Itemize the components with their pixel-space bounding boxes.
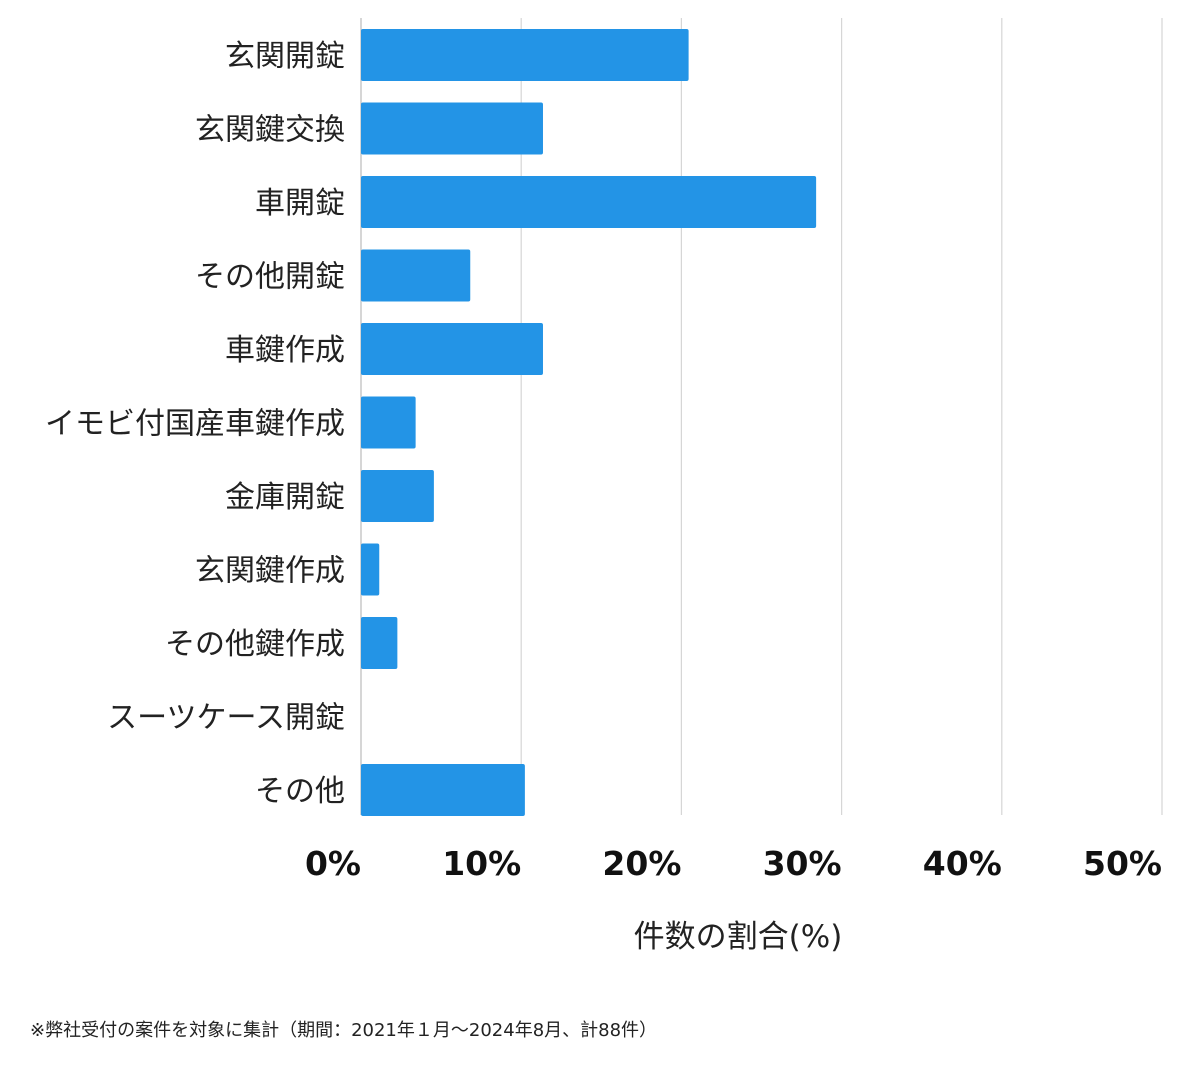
footnote: ※弊社受付の案件を対象に集計（期間：2021年１月〜2024年8月、計88件） [30, 1020, 658, 1041]
bar [361, 323, 543, 375]
bar [361, 764, 525, 816]
category-label: その他鍵作成 [165, 627, 345, 662]
bar [361, 249, 471, 302]
x-tick-label: 30% [763, 844, 842, 883]
x-tick-label: 20% [602, 844, 681, 883]
bar [361, 543, 380, 596]
x-tick-label: 10% [442, 844, 521, 883]
category-label: その他開錠 [195, 260, 345, 295]
bar [361, 470, 434, 522]
x-axis-title: 件数の割合(%) [634, 919, 843, 955]
category-label: 車開錠 [255, 186, 345, 221]
category-label: その他 [255, 774, 345, 809]
bar [361, 102, 543, 155]
bar [361, 396, 416, 449]
category-label: スーツケース開錠 [107, 701, 345, 736]
bar [361, 617, 398, 669]
x-tick-label: 0% [305, 844, 361, 883]
bar-chart: 0% 10% 20% 30% 40% 50% 玄関開錠玄関鍵交換車開錠その他開錠車鍵作成イモ… [45, 18, 1163, 955]
x-tick-label: 50% [1083, 844, 1162, 883]
category-label: イモビ付国産車鍵作成 [45, 407, 345, 442]
category-label: 玄関鍵交換 [195, 113, 345, 148]
bar [361, 29, 689, 81]
category-label: 車鍵作成 [225, 333, 345, 368]
category-label: 金庫開錠 [225, 480, 345, 515]
bar [361, 176, 817, 228]
category-label: 玄関開錠 [225, 39, 345, 74]
x-tick-label: 40% [923, 844, 1002, 883]
category-label: 玄関鍵作成 [195, 554, 345, 589]
